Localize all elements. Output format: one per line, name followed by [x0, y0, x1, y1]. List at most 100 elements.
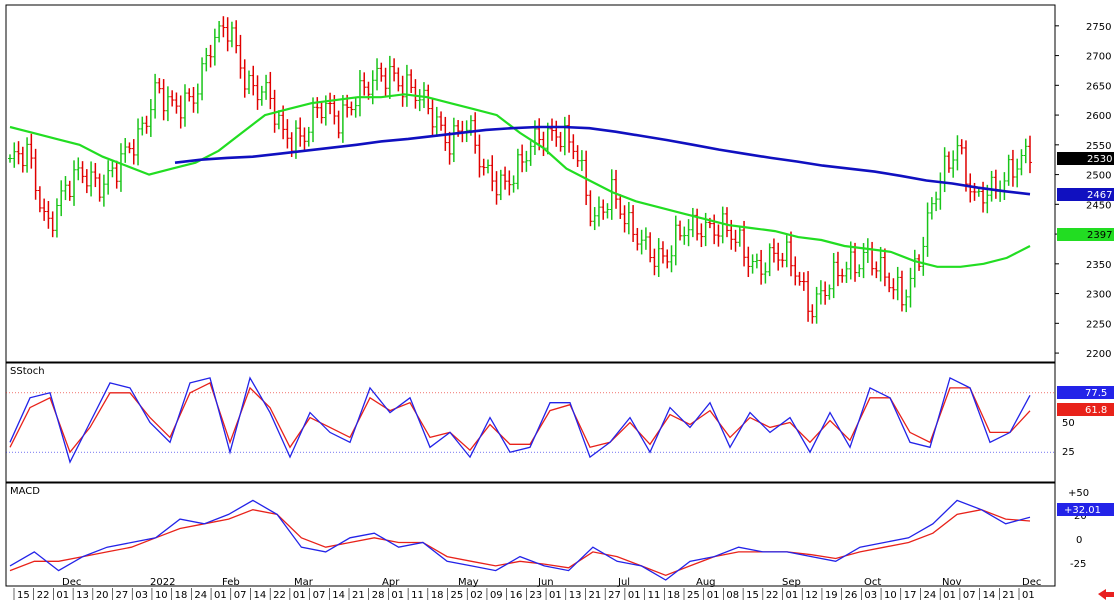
macd-tag: +32.01 — [1057, 503, 1114, 516]
price-bar — [507, 170, 512, 196]
price-bar — [490, 155, 495, 192]
price-bar — [123, 138, 128, 163]
price-bar — [712, 214, 717, 245]
x-month-label: May — [458, 577, 479, 588]
price-bar — [89, 161, 94, 197]
stoch-k-tag: 77.5 — [1057, 386, 1114, 399]
macd-panel-frame[interactable] — [5, 482, 1056, 587]
price-bar — [908, 267, 913, 308]
x-day-label: 08 — [726, 590, 739, 601]
price-bar — [259, 85, 264, 106]
price-bar — [959, 139, 964, 155]
x-month-label: Feb — [222, 577, 240, 588]
price-bars — [8, 16, 1032, 324]
price-bar — [771, 238, 776, 263]
x-day-label: 03 — [135, 590, 148, 601]
x-day-label: 15 — [746, 590, 759, 601]
price-bar — [592, 207, 597, 231]
price-bar — [840, 268, 845, 283]
price-bar — [182, 84, 187, 127]
price-bar — [904, 289, 909, 313]
price-bar — [550, 118, 555, 141]
price-bar — [878, 246, 883, 282]
price-bar — [46, 201, 51, 229]
macd-line — [9, 499, 1031, 581]
price-bar — [887, 272, 892, 293]
price-ytick-2450: 2450 — [1086, 200, 1111, 211]
x-month-label: Jul — [617, 577, 630, 588]
x-day-label: 14 — [253, 590, 266, 601]
price-bar — [660, 241, 665, 264]
price-bar — [276, 110, 281, 130]
last-price-tag: 2530 — [1057, 152, 1114, 165]
price-bar — [1023, 138, 1028, 164]
last-price-tag-text: 2530 — [1087, 154, 1112, 165]
price-bar — [784, 235, 789, 268]
price-bar — [857, 264, 862, 277]
price-bar — [127, 142, 132, 154]
stoch-ytick-50: 50 — [1062, 418, 1075, 429]
price-bar — [387, 55, 392, 99]
price-bar — [622, 205, 627, 233]
price-bar — [204, 47, 209, 72]
macd-tag-text: +32.01 — [1064, 505, 1101, 516]
price-bar — [793, 256, 798, 286]
price-panel-frame[interactable] — [5, 4, 1056, 363]
ma-fast-line — [9, 93, 1031, 268]
price-bar — [682, 226, 687, 245]
price-bar — [136, 118, 141, 166]
price-bar — [285, 119, 290, 149]
price-bar — [810, 304, 815, 324]
price-bar — [370, 70, 375, 105]
x-month-label: Mar — [294, 577, 314, 588]
price-bar — [733, 229, 738, 252]
price-bar — [110, 161, 115, 178]
price-bar — [853, 242, 858, 282]
price-bar — [353, 97, 358, 118]
price-bar — [567, 114, 572, 153]
price-bar — [763, 262, 768, 284]
x-month-label: Nov — [942, 577, 962, 588]
price-bar — [264, 74, 269, 100]
x-day-label: 02 — [470, 590, 483, 601]
scroll-left-arrow-icon[interactable] — [1098, 589, 1114, 600]
price-ytick-2350: 2350 — [1086, 260, 1111, 271]
price-ytick-2300: 2300 — [1086, 290, 1111, 301]
price-bar — [272, 89, 277, 133]
x-axis-months: Dec 2022 Feb Mar Apr May Jun Jul Aug Sep Oct Nov Dec — [62, 577, 1041, 588]
x-day-label: 01 — [214, 590, 227, 601]
price-bar — [827, 284, 832, 300]
price-bar — [315, 97, 320, 118]
price-bar — [148, 98, 153, 137]
x-day-label: 27 — [116, 590, 129, 601]
price-bar — [409, 69, 414, 94]
price-bar — [336, 110, 341, 139]
price-bar — [789, 231, 794, 277]
price-bar — [515, 148, 520, 190]
price-bar — [144, 115, 149, 134]
price-bar — [588, 190, 593, 227]
price-bar — [899, 270, 904, 312]
price-bar — [678, 220, 683, 241]
price-bar — [989, 170, 994, 202]
price-bar — [191, 87, 196, 113]
price-bar — [481, 158, 486, 176]
x-day-label: 01 — [56, 590, 69, 601]
x-day-label: 21 — [1002, 590, 1015, 601]
stoch-k-line — [9, 376, 1031, 464]
stoch-d-tag-text: 61.8 — [1085, 405, 1107, 416]
price-bar — [759, 249, 764, 285]
x-day-label: 27 — [608, 590, 621, 601]
price-bar — [814, 286, 819, 324]
price-bar — [20, 146, 25, 173]
price-bar — [114, 160, 119, 189]
x-day-label: 25 — [451, 590, 464, 601]
stoch-panel-frame[interactable] — [5, 362, 1056, 483]
x-day-label: 11 — [648, 590, 661, 601]
x-day-label: 14 — [983, 590, 996, 601]
price-bar — [106, 160, 111, 195]
price-bar — [485, 159, 490, 174]
price-bar — [494, 171, 499, 205]
price-bar — [742, 220, 747, 267]
price-bar — [383, 67, 388, 97]
